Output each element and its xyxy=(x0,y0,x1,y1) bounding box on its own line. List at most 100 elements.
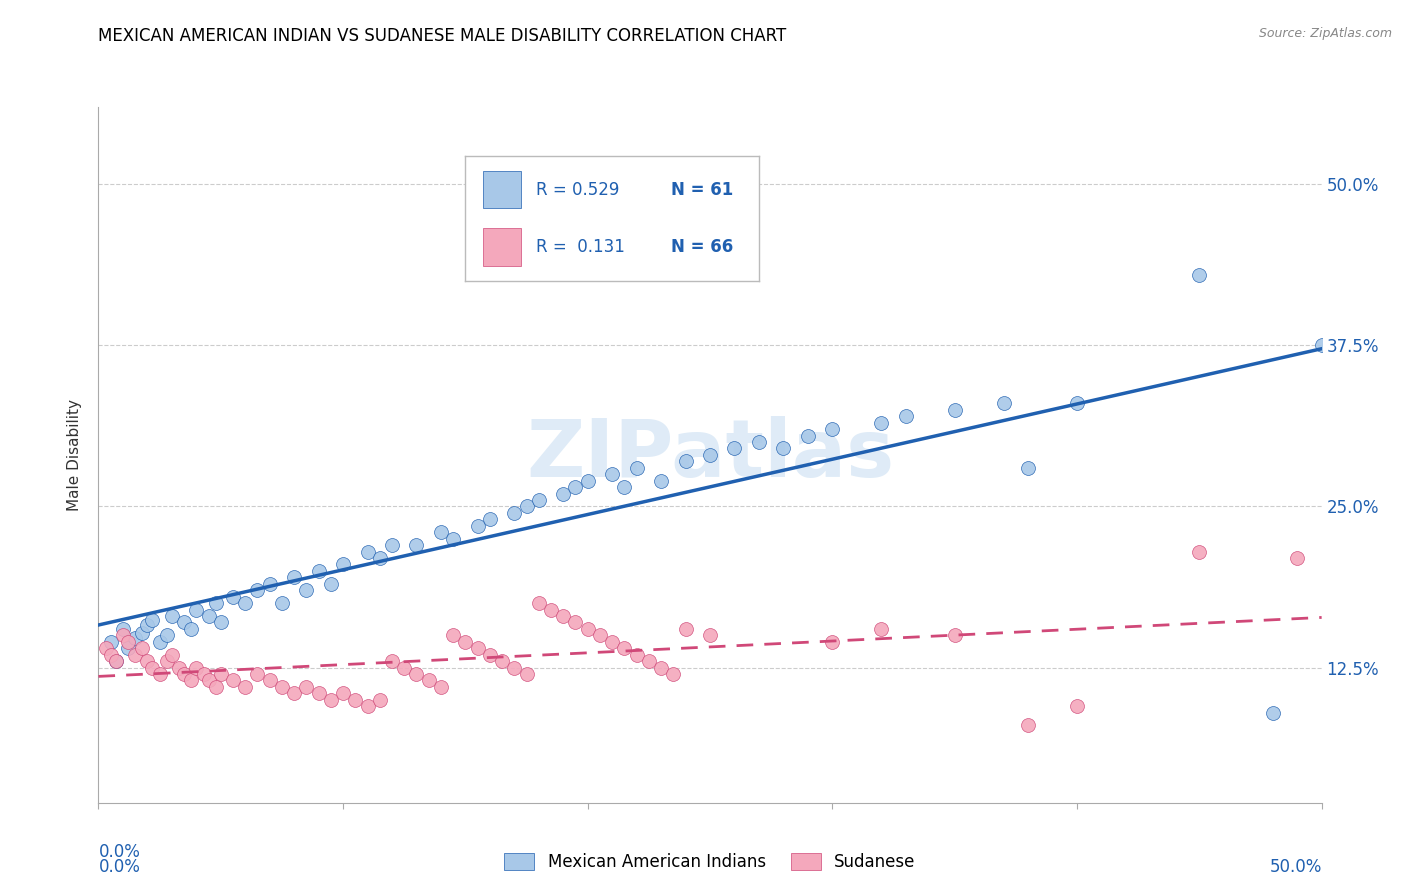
Point xyxy=(699,448,721,462)
Text: 0.0%: 0.0% xyxy=(98,858,141,877)
Point xyxy=(1286,551,1309,566)
Point xyxy=(564,480,586,494)
Point xyxy=(180,622,202,636)
Point xyxy=(748,435,770,450)
Point xyxy=(246,667,269,681)
Point xyxy=(131,625,153,640)
Point xyxy=(392,660,416,674)
Point xyxy=(515,500,537,514)
Point xyxy=(319,692,342,706)
Point xyxy=(295,583,318,598)
Point xyxy=(503,506,526,520)
Point xyxy=(180,673,202,688)
Point xyxy=(167,660,190,674)
Point xyxy=(173,615,195,630)
Point xyxy=(197,609,219,624)
Point xyxy=(111,628,134,642)
Point xyxy=(527,596,550,610)
Point xyxy=(197,673,219,688)
Bar xyxy=(484,228,522,266)
Point xyxy=(205,596,228,610)
Point xyxy=(638,654,661,668)
Point xyxy=(870,416,893,430)
Point xyxy=(149,667,172,681)
Point xyxy=(205,680,228,694)
Point xyxy=(1188,268,1211,282)
Legend: Mexican American Indians, Sudanese: Mexican American Indians, Sudanese xyxy=(498,847,922,878)
Point xyxy=(368,692,391,706)
Point xyxy=(124,648,146,662)
Point xyxy=(117,634,139,648)
Point xyxy=(222,590,245,604)
Point xyxy=(332,558,354,572)
Text: R = 0.529: R = 0.529 xyxy=(536,180,619,199)
Point xyxy=(117,641,139,656)
Point xyxy=(1017,460,1039,475)
Point xyxy=(295,680,318,694)
Point xyxy=(441,532,464,546)
Point xyxy=(1066,396,1088,410)
Point xyxy=(1066,699,1088,714)
Point xyxy=(160,648,183,662)
Point xyxy=(540,602,562,616)
Point xyxy=(454,634,477,648)
Point xyxy=(527,493,550,508)
Point xyxy=(186,602,208,616)
Point xyxy=(1310,338,1333,352)
Point xyxy=(943,402,966,417)
Point xyxy=(515,667,537,681)
Text: MEXICAN AMERICAN INDIAN VS SUDANESE MALE DISABILITY CORRELATION CHART: MEXICAN AMERICAN INDIAN VS SUDANESE MALE… xyxy=(98,27,787,45)
Point xyxy=(600,634,623,648)
Bar xyxy=(484,170,522,209)
Point xyxy=(270,596,294,610)
Point xyxy=(626,648,648,662)
Point xyxy=(100,648,122,662)
Point xyxy=(209,667,232,681)
Point xyxy=(344,692,367,706)
Point xyxy=(894,409,917,424)
Y-axis label: Male Disability: Male Disability xyxy=(67,399,83,511)
Point xyxy=(613,641,636,656)
Point xyxy=(104,654,127,668)
Point xyxy=(772,442,794,456)
Point xyxy=(405,667,427,681)
Point xyxy=(283,570,305,584)
Point xyxy=(156,628,179,642)
Point xyxy=(209,615,232,630)
Point xyxy=(723,442,745,456)
Point xyxy=(503,660,526,674)
Text: N = 66: N = 66 xyxy=(671,238,733,256)
Point xyxy=(246,583,269,598)
Point xyxy=(308,686,330,700)
Point xyxy=(626,460,648,475)
Point xyxy=(943,628,966,642)
Point xyxy=(94,641,117,656)
Point xyxy=(650,474,672,488)
Point xyxy=(553,486,575,500)
Point xyxy=(662,667,685,681)
Point xyxy=(381,538,404,552)
Point xyxy=(136,618,159,632)
Point xyxy=(233,596,256,610)
Point xyxy=(156,654,179,668)
Point xyxy=(141,660,163,674)
Point xyxy=(136,654,159,668)
Point xyxy=(131,641,153,656)
Text: 50.0%: 50.0% xyxy=(1270,858,1322,877)
Point xyxy=(467,641,489,656)
Point xyxy=(193,667,215,681)
Point xyxy=(308,564,330,578)
Point xyxy=(141,613,163,627)
Point xyxy=(149,634,172,648)
Point xyxy=(821,422,844,436)
Point xyxy=(381,654,404,668)
Point xyxy=(993,396,1015,410)
Point xyxy=(613,480,636,494)
Point xyxy=(124,631,146,645)
Point xyxy=(797,428,820,442)
Point xyxy=(870,622,893,636)
Text: 0.0%: 0.0% xyxy=(98,843,141,861)
Point xyxy=(430,680,453,694)
Point xyxy=(675,622,697,636)
Point xyxy=(233,680,256,694)
